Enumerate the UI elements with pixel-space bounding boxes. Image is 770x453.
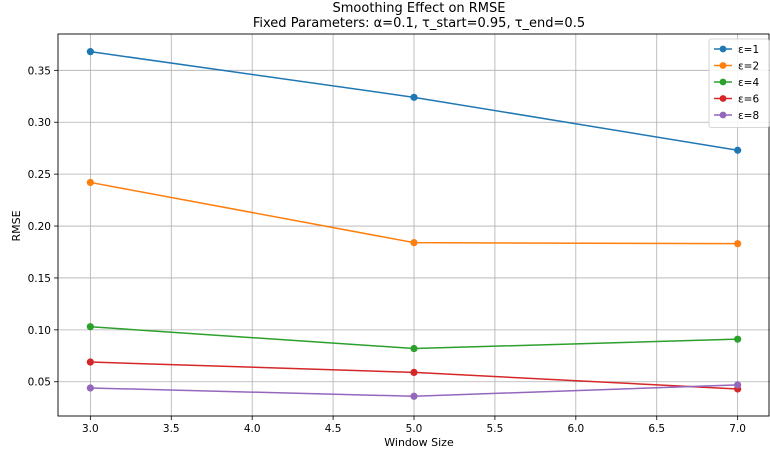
- data-point: [410, 239, 418, 247]
- data-point: [734, 146, 742, 154]
- data-point: [410, 368, 418, 377]
- data-point: [410, 93, 418, 101]
- y-tick-label: 0.25: [28, 169, 51, 181]
- legend-marker: [719, 45, 727, 53]
- x-tick-label: 3.5: [163, 423, 180, 435]
- legend-marker: [719, 111, 727, 119]
- chart-title: Smoothing Effect on RMSE: [333, 1, 506, 16]
- y-tick-label: 0.20: [28, 221, 51, 233]
- legend-label: ε=2: [738, 61, 759, 73]
- y-axis-label: RMSE: [10, 210, 23, 241]
- x-tick-label: 5.0: [406, 423, 423, 435]
- chart-subtitle: Fixed Parameters: α=0.1, τ_start=0.95, τ…: [253, 16, 585, 31]
- data-point: [86, 384, 94, 392]
- x-axis-ticks: 3.0 3.5 4.0 4.5 5.0 5.5 6.0 6.5 7.0: [82, 416, 746, 435]
- legend-marker: [719, 78, 727, 86]
- data-point: [734, 240, 742, 248]
- y-tick-label: 0.05: [28, 377, 51, 389]
- y-tick-label: 0.15: [28, 273, 51, 285]
- y-tick-label: 0.35: [28, 65, 51, 77]
- x-tick-label: 4.0: [244, 423, 261, 435]
- y-tick-label: 0.10: [28, 325, 51, 337]
- legend-box: [708, 38, 770, 128]
- x-tick-label: 6.5: [648, 423, 665, 435]
- data-point: [86, 358, 94, 366]
- x-tick-label: 5.5: [487, 423, 504, 435]
- y-tick-label: 0.30: [28, 117, 51, 129]
- data-point: [86, 178, 94, 187]
- legend-label: ε=6: [738, 94, 759, 106]
- data-point: [86, 48, 94, 56]
- x-tick-label: 6.0: [567, 423, 584, 435]
- series-layer: [86, 48, 742, 400]
- x-axis-label: Window Size: [384, 436, 454, 449]
- legend-marker: [719, 62, 727, 69]
- x-tick-label: 4.5: [325, 423, 342, 435]
- data-point: [410, 344, 418, 353]
- legend-label: ε=1: [738, 44, 759, 56]
- plot-frame: [57, 33, 770, 417]
- y-axis-ticks: 0.05 0.10 0.15 0.20 0.25 0.30 0.35: [28, 65, 58, 389]
- data-point: [410, 392, 418, 400]
- legend-marker: [719, 95, 727, 102]
- x-tick-label: 3.0: [82, 423, 99, 435]
- grid: [58, 34, 770, 416]
- legend: ε=1 ε=2 ε=4 ε=6 ε=8: [708, 38, 770, 128]
- legend-label: ε=4: [738, 77, 759, 89]
- legend-label: ε=8: [738, 110, 759, 122]
- data-point: [86, 323, 94, 331]
- data-point: [734, 381, 742, 389]
- data-point: [734, 335, 742, 343]
- x-tick-label: 7.0: [729, 423, 746, 435]
